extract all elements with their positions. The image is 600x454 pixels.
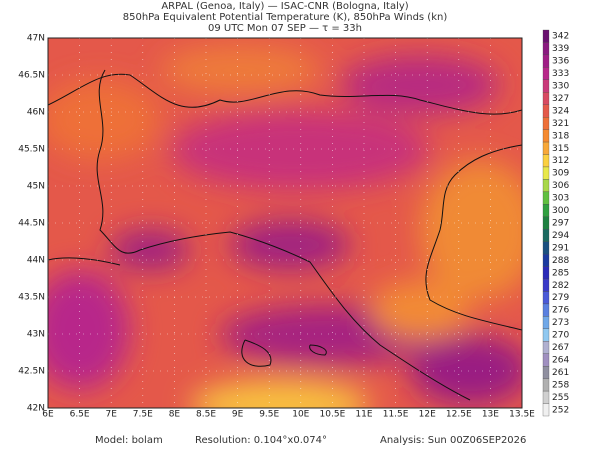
footer-item: Analysis: Sun 00Z06SEP2026	[380, 435, 526, 446]
colorbar-swatch	[542, 341, 550, 354]
lat-label: 46.5N	[18, 71, 45, 81]
colorbar-label: 273	[552, 318, 569, 328]
lon-label: 10.5E	[320, 410, 346, 420]
footer-item: Resolution: 0.104°x0.074°	[195, 435, 327, 446]
colorbar-label: 252	[552, 405, 569, 415]
colorbar-swatch	[542, 117, 550, 130]
lon-label: 9.5E	[259, 410, 279, 420]
colorbar-swatch	[542, 353, 550, 367]
map-field	[48, 38, 522, 408]
colorbar-swatch	[542, 92, 550, 105]
lat-label: 43.5N	[18, 293, 45, 303]
colorbar-label: 279	[552, 293, 569, 303]
lon-label: 8.5E	[196, 410, 216, 420]
colorbar-label: 318	[552, 131, 569, 141]
colorbar-swatch	[542, 67, 550, 80]
colorbar-label: 270	[552, 331, 569, 341]
colorbar-swatch	[542, 79, 550, 93]
colorbar-label: 303	[552, 194, 569, 204]
colorbar-swatch	[542, 29, 550, 43]
colorbar-swatch	[542, 328, 550, 342]
colorbar-swatch	[542, 104, 550, 118]
colorbar-label: 261	[552, 368, 569, 378]
header-line: 850hPa Equivalent Potential Temperature …	[123, 12, 448, 23]
colorbar-label: 291	[552, 243, 569, 253]
colorbar-swatch	[542, 403, 550, 417]
lon-label: 7E	[105, 410, 117, 420]
colorbar-label: 321	[552, 119, 569, 129]
colorbar-swatch	[542, 216, 550, 230]
map-frame	[47, 37, 523, 409]
colorbar-label: 255	[552, 393, 569, 403]
colorbar-label: 342	[552, 32, 569, 42]
colorbar-label: 339	[552, 44, 569, 54]
colorbar-label: 264	[552, 355, 569, 365]
colorbar-swatch	[542, 141, 550, 155]
colorbar-swatch	[542, 266, 550, 280]
lon-label: 12E	[419, 410, 436, 420]
colorbar-swatch	[542, 278, 550, 292]
colorbar-label: 297	[552, 219, 569, 229]
colorbar-swatch	[542, 291, 550, 305]
colorbar-swatch	[542, 204, 550, 217]
lon-label: 11E	[355, 410, 372, 420]
colorbar-swatch	[542, 42, 550, 56]
colorbar-label: 333	[552, 69, 569, 79]
colorbar-swatch	[542, 166, 550, 180]
lon-label: 13E	[482, 410, 499, 420]
colorbar-label: 315	[552, 144, 569, 154]
colorbar-label: 309	[552, 169, 569, 179]
lat-label: 42.5N	[18, 367, 45, 377]
header-line: 09 UTC Mon 07 SEP — τ = 33h	[208, 23, 362, 34]
lon-label: 6.5E	[70, 410, 90, 420]
lon-label: 8E	[169, 410, 181, 420]
colorbar-label: 312	[552, 156, 569, 166]
colorbar-label: 300	[552, 206, 569, 216]
lon-label: 13.5E	[509, 410, 535, 420]
lon-label: 9E	[232, 410, 244, 420]
lon-label: 11.5E	[383, 410, 409, 420]
colorbar-label: 288	[552, 256, 569, 266]
lat-label: 44N	[27, 256, 45, 266]
colorbar-swatch	[542, 179, 550, 193]
colorbar-swatch	[542, 366, 550, 379]
colorbar-label: 258	[552, 380, 569, 390]
lon-label: 12.5E	[446, 410, 472, 420]
colorbar-label: 330	[552, 82, 569, 92]
lat-label: 47N	[27, 34, 45, 44]
lon-label: 10E	[292, 410, 309, 420]
colorbar-label: 306	[552, 181, 569, 191]
colorbar-swatch	[542, 154, 550, 168]
lat-label: 44.5N	[18, 219, 45, 229]
colorbar-label: 282	[552, 281, 569, 291]
lat-label: 45.5N	[18, 145, 45, 155]
colorbar-swatch	[542, 378, 550, 392]
colorbar-swatch	[542, 229, 550, 242]
colorbar-label: 276	[552, 306, 569, 316]
colorbar-swatch	[542, 54, 550, 68]
colorbar-swatch	[542, 390, 550, 404]
lat-label: 46N	[27, 108, 45, 118]
lon-label: 6E	[42, 410, 54, 420]
colorbar-label: 324	[552, 106, 569, 116]
colorbar-label: 336	[552, 57, 569, 67]
lat-label: 43N	[27, 330, 45, 340]
lat-label: 45N	[27, 182, 45, 192]
colorbar-swatch	[542, 191, 550, 205]
colorbar-label: 294	[552, 231, 569, 241]
colorbar-label: 267	[552, 343, 569, 353]
lat-label: 42N	[27, 404, 45, 414]
colorbar-label: 285	[552, 268, 569, 278]
colorbar-swatch	[542, 253, 550, 267]
colorbar-label: 327	[552, 94, 569, 104]
lon-label: 7.5E	[133, 410, 153, 420]
colorbar-swatch	[542, 129, 550, 143]
colorbar-swatch	[542, 316, 550, 329]
header-line: ARPAL (Genoa, Italy) — ISAC-CNR (Bologna…	[161, 1, 408, 12]
colorbar-swatch	[542, 303, 550, 317]
footer-item: Model: bolam	[95, 435, 163, 446]
colorbar-swatch	[542, 241, 550, 255]
